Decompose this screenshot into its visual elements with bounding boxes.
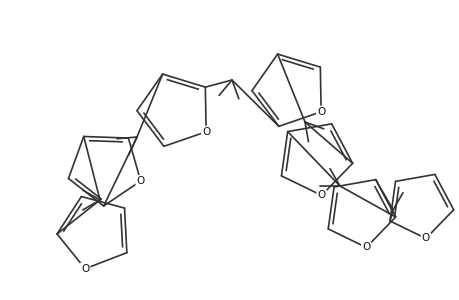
Text: O: O — [136, 176, 145, 186]
Text: O: O — [202, 127, 210, 137]
Text: O: O — [317, 190, 325, 200]
Text: O: O — [361, 242, 369, 253]
Text: O: O — [421, 233, 429, 244]
Text: O: O — [81, 264, 89, 274]
Text: O: O — [316, 107, 325, 117]
